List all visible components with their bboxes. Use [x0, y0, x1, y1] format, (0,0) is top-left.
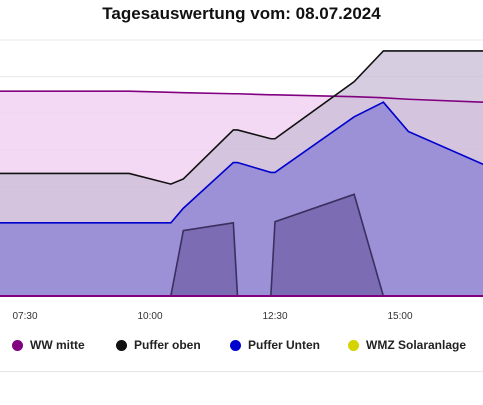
legend-marker-icon [116, 339, 127, 351]
series-lines [0, 50, 483, 297]
legend-item-puffer-oben[interactable]: Puffer oben [116, 338, 201, 352]
chart-legend: WW mitte Puffer oben Puffer Unten WMZ So… [0, 338, 483, 358]
chart-title: Tagesauswertung vom: 08.07.2024 [102, 4, 381, 23]
series-area-wmz-solaranlage [0, 194, 483, 296]
legend-marker-icon [348, 339, 359, 351]
legend-item-wmz-solaranlage[interactable]: WMZ Solaranlage [348, 338, 466, 352]
legend-item-ww-mitte[interactable]: WW mitte [12, 338, 85, 352]
divider [0, 371, 483, 372]
legend-item-puffer-unten[interactable]: Puffer Unten [230, 338, 320, 352]
x-tick-label: 15:00 [387, 311, 413, 322]
legend-marker-icon [230, 339, 241, 351]
legend-label: WW mitte [30, 338, 85, 352]
legend-marker-icon [12, 339, 23, 351]
x-tick-label: 10:00 [137, 311, 163, 322]
legend-label: Puffer oben [134, 338, 201, 352]
x-tick-label: 07:30 [12, 311, 38, 322]
x-tick-label: 12:30 [262, 311, 288, 322]
legend-label: WMZ Solaranlage [366, 338, 467, 352]
series-line-puffer-unten [0, 101, 483, 224]
chart-plot-area [0, 39, 483, 297]
legend-label: Puffer Unten [248, 338, 320, 352]
series-line-ww-mitte [0, 90, 483, 103]
series-line-puffer-oben [0, 50, 483, 185]
